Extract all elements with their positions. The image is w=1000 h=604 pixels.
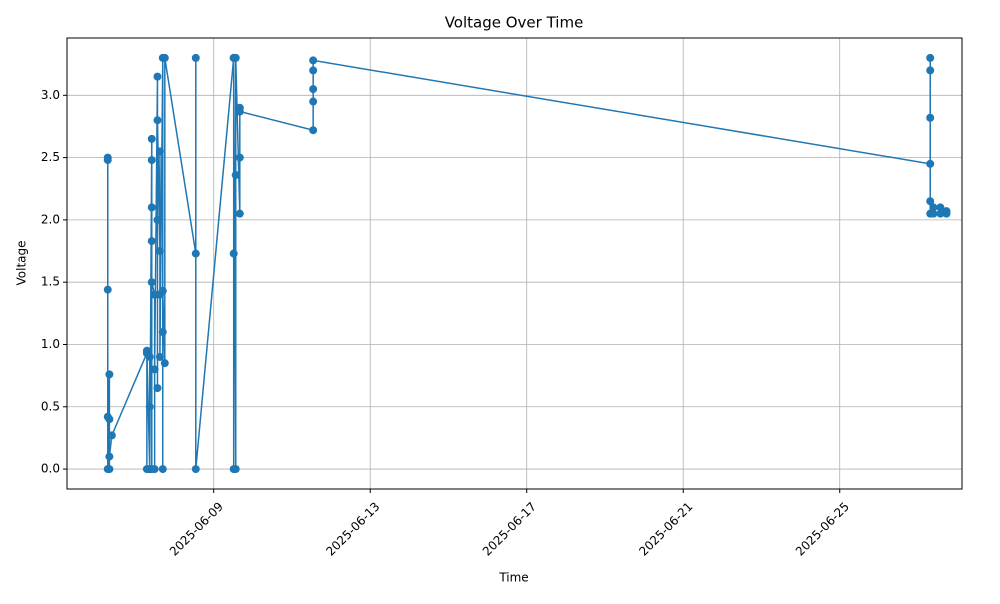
data-line [107,57,948,470]
data-point [309,126,318,135]
data-point [103,156,112,165]
data-point [926,159,935,168]
data-point [235,209,244,218]
data-point [231,53,240,62]
x-tick-label: 2025-06-09 [167,499,226,558]
data-point [142,346,151,355]
y-tick-label: 0.0 [41,462,60,476]
x-tick-label: 2025-06-17 [480,499,539,558]
data-point [191,53,200,62]
data-point [150,465,159,474]
y-tick-label: 1.5 [41,275,60,289]
data-point [147,203,156,212]
data-point [107,431,116,440]
y-axis-label: Voltage [15,240,29,285]
data-point [235,107,244,116]
y-tick-label: 1.0 [41,337,60,351]
data-point [160,53,169,62]
data-point [105,370,114,379]
data-point [929,203,938,212]
y-tick-label: 0.5 [41,399,60,413]
data-point [103,285,112,294]
data-point [155,147,164,156]
data-point [147,278,156,287]
data-point [926,197,935,206]
data-point [936,203,945,212]
data-point [153,72,162,81]
data-point [150,365,159,374]
data-point [153,384,162,393]
data-point [926,53,935,62]
data-point [926,113,935,122]
data-point [158,465,167,474]
data-point [936,209,945,218]
data-point [191,465,200,474]
data-point [309,56,318,65]
x-tick-label: 2025-06-21 [636,499,695,558]
data-point [191,249,200,258]
data-point [105,415,114,424]
data-point [231,465,240,474]
data-point [155,247,164,256]
data-point [309,97,318,106]
plot-frame [66,37,963,490]
x-tick-label: 2025-06-13 [323,499,382,558]
y-tick-label: 2.5 [41,150,60,164]
data-point [145,352,154,361]
data-point [147,156,156,165]
data-point [231,171,240,180]
x-tick-label: 2025-06-25 [793,499,852,558]
data-point [229,249,238,258]
data-point [153,116,162,125]
data-point [926,66,935,75]
x-axis-label: Time [498,571,528,585]
data-point [309,85,318,94]
data-point [105,452,114,461]
data-point [145,402,154,411]
data-point [147,237,156,246]
data-point [929,209,938,218]
data-point [942,209,951,218]
data-point [160,359,169,368]
chart-title: Voltage Over Time [445,14,584,32]
y-tick-label: 2.0 [41,212,60,226]
data-point [158,286,167,295]
data-point [309,66,318,75]
data-point [147,134,156,143]
data-point [153,215,162,224]
y-tick-label: 3.0 [41,88,60,102]
data-point [235,153,244,162]
data-point [158,328,167,337]
data-point [105,465,114,474]
data-point [155,352,164,361]
